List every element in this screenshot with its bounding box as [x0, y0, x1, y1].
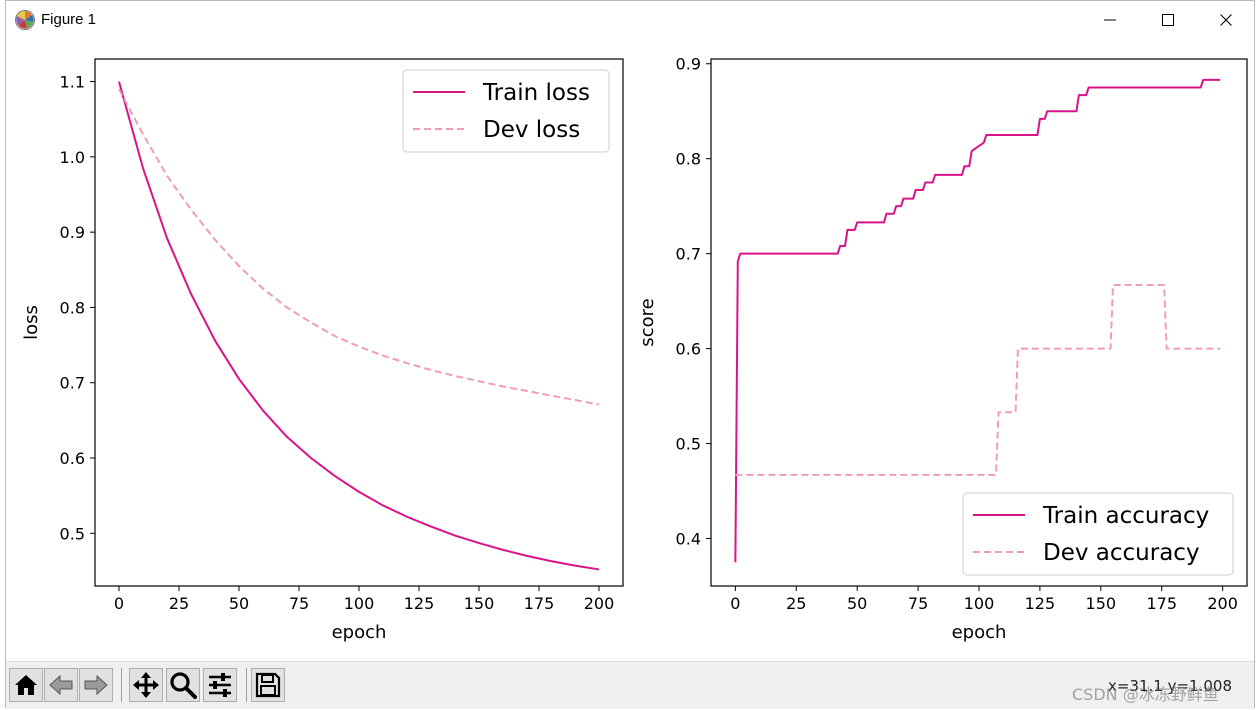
legend-label: Train accuracy — [1042, 503, 1209, 529]
x-axis-label: epoch — [332, 622, 387, 643]
y-tick-label: 0.4 — [676, 530, 701, 549]
figure-canvas[interactable]: 0 25 50 75 100 125 150 175 200 0.5 0.6 0.7 0.8 0.9 1.0… — [6, 39, 1254, 661]
maximize-button[interactable] — [1139, 1, 1197, 39]
x-tick-label: 125 — [1025, 594, 1056, 613]
x-tick-label: 200 — [584, 594, 615, 613]
pan-icon — [133, 672, 159, 698]
title-bar: Figure 1 — [6, 1, 1254, 39]
subplot-1: 0 25 50 75 100 125 150 175 200 0.5 0.6 0.7 0.8 0.9 1.0… — [21, 58, 624, 643]
x-tick-label: 0 — [114, 594, 124, 613]
matplotlib-logo-icon — [15, 10, 35, 30]
configure-subplots-button[interactable] — [203, 668, 237, 702]
subplot-2: 0 25 50 75 100 125 150 175 200 0.4 0.5 0.6 0.7 0.8 0.9… — [637, 55, 1248, 643]
minimize-button[interactable] — [1081, 1, 1139, 39]
y-tick-label: 0.9 — [676, 55, 701, 74]
x-tick-label: 150 — [464, 594, 495, 613]
plot-svg[interactable]: 0 25 50 75 100 125 150 175 200 0.5 0.6 0.7 0.8 0.9 1.0… — [6, 39, 1254, 661]
pan-button[interactable] — [129, 668, 163, 702]
legend-label: Dev accuracy — [1043, 540, 1200, 566]
close-button[interactable] — [1197, 1, 1255, 39]
x-tick-label: 50 — [229, 594, 249, 613]
y-axis-label: score — [637, 298, 658, 346]
x-tick-label: 125 — [404, 594, 435, 613]
axes-frame — [94, 58, 624, 587]
save-button[interactable] — [251, 668, 285, 702]
x-tick-label: 200 — [1207, 594, 1238, 613]
y-tick-label: 0.7 — [676, 245, 701, 264]
x-axis-label: epoch — [952, 622, 1007, 643]
forward-button[interactable] — [79, 668, 113, 702]
zoom-button[interactable] — [166, 668, 200, 702]
zoom-icon — [170, 672, 197, 699]
x-tick-label: 175 — [524, 594, 555, 613]
legend-label: Dev loss — [483, 117, 580, 143]
x-tick-label: 150 — [1086, 594, 1117, 613]
back-button[interactable] — [44, 668, 78, 702]
close-icon — [1220, 14, 1232, 26]
x-tick-label: 175 — [1146, 594, 1177, 613]
series-line-train-accuracy — [734, 78, 1221, 563]
forward-arrow-icon — [84, 674, 108, 696]
y-tick-label: 0.8 — [676, 150, 701, 169]
toolbar-separator — [121, 668, 122, 702]
save-icon — [255, 672, 281, 698]
legend-label: Train loss — [482, 80, 590, 106]
x-tick-label: 100 — [344, 594, 375, 613]
y-tick-label: 1.1 — [60, 73, 85, 92]
legend-box — [962, 492, 1234, 576]
x-tick-label: 25 — [169, 594, 189, 613]
cursor-coordinates: x=31.1 y=1.008 — [1108, 677, 1232, 695]
watermark-text: CSDN @冰冻野鲜鱼 — [1072, 685, 1219, 704]
minimize-icon — [1104, 19, 1116, 21]
series-line-train-loss — [118, 81, 600, 571]
y-tick-label: 0.8 — [60, 298, 85, 317]
legend-box — [402, 69, 610, 153]
y-tick-label: 0.6 — [676, 340, 701, 359]
maximize-icon — [1162, 14, 1174, 26]
window-title: Figure 1 — [41, 11, 97, 28]
home-icon — [15, 675, 37, 695]
y-tick-label: 1.0 — [60, 148, 85, 167]
figure-window: Figure 1 0 25 50 75 100 125 150 175 200 0.5 0.6 0.7… — [5, 0, 1255, 709]
legend: Train loss Dev loss — [402, 69, 610, 153]
y-tick-label: 0.9 — [60, 223, 85, 242]
series-line-dev-accuracy — [735, 283, 1221, 476]
navigation-toolbar: x=31.1 y=1.008 — [6, 661, 1254, 709]
y-axis-label: loss — [21, 305, 42, 340]
back-arrow-icon — [49, 674, 73, 696]
y-tick-label: 0.5 — [676, 435, 701, 454]
x-tick-label: 50 — [847, 594, 867, 613]
y-tick-label: 0.6 — [60, 449, 85, 468]
x-tick-label: 75 — [908, 594, 928, 613]
x-tick-label: 25 — [786, 594, 806, 613]
legend: Train accuracy Dev accuracy — [962, 492, 1234, 576]
configure-subplots-icon — [209, 673, 231, 697]
x-tick-label: 100 — [964, 594, 995, 613]
y-tick-label: 0.7 — [60, 374, 85, 393]
x-tick-label: 0 — [730, 594, 740, 613]
axes-frame — [710, 58, 1248, 587]
home-button[interactable] — [9, 668, 43, 702]
y-tick-label: 0.5 — [60, 524, 85, 543]
toolbar-separator — [246, 668, 247, 702]
x-tick-label: 75 — [289, 594, 309, 613]
